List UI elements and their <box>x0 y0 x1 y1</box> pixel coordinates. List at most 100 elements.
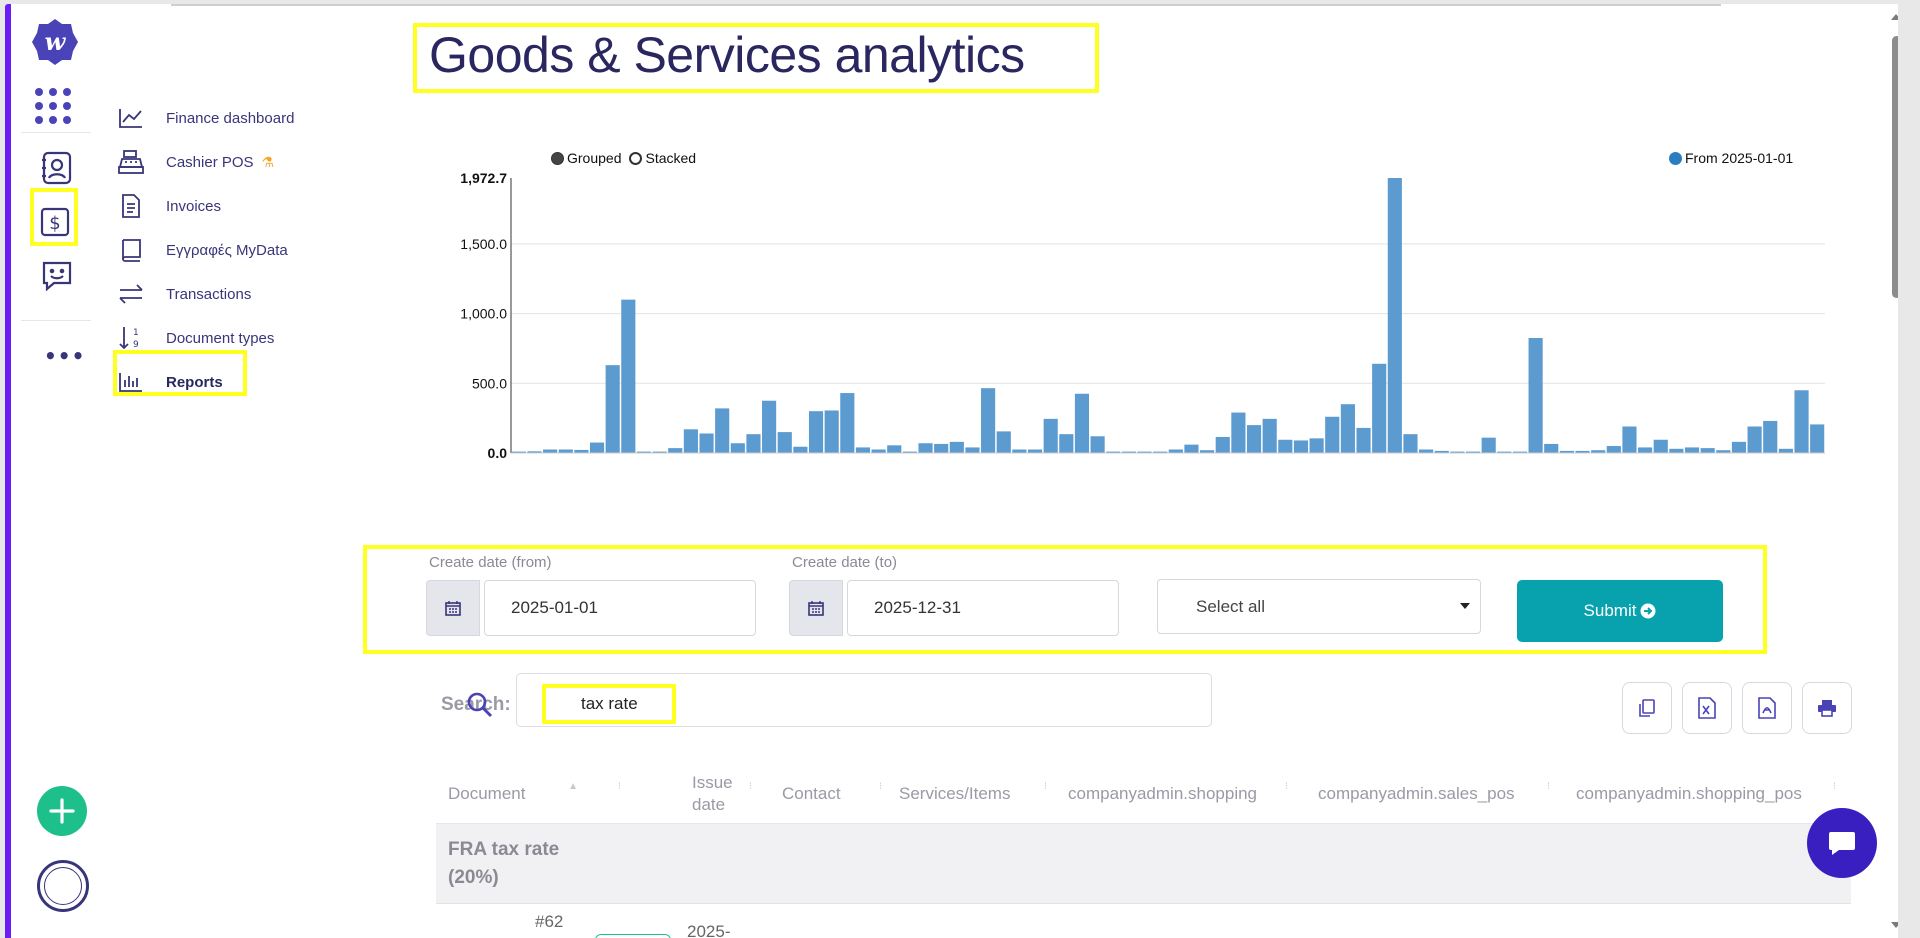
date-from-input[interactable]: 2025-01-01 <box>484 580 756 636</box>
chart-bar[interactable] <box>511 451 526 453</box>
chart-bar[interactable] <box>1481 437 1496 453</box>
chart-bar[interactable] <box>558 449 573 453</box>
chart-bar[interactable] <box>746 434 761 453</box>
date-to-input[interactable]: 2025-12-31 <box>847 580 1119 636</box>
chart-bar[interactable] <box>605 365 620 453</box>
chart-bar[interactable] <box>1763 420 1778 453</box>
chat-button[interactable] <box>1807 808 1877 878</box>
chart-bar[interactable] <box>699 433 714 453</box>
nav-reports[interactable]: Reports <box>116 360 336 404</box>
chart-bar[interactable] <box>1293 440 1309 453</box>
chart-bar[interactable] <box>1716 450 1731 453</box>
scrollbar[interactable] <box>1888 4 1898 938</box>
chart-bar[interactable] <box>1591 450 1606 453</box>
chart-bar[interactable] <box>543 449 558 453</box>
chart-bar[interactable] <box>730 443 745 453</box>
chart-bar[interactable] <box>715 408 730 453</box>
avatar[interactable] <box>37 860 89 912</box>
chart-bar[interactable] <box>1074 393 1090 453</box>
chart-bar[interactable] <box>1544 443 1559 453</box>
calendar-icon[interactable] <box>789 580 843 636</box>
chart-bar[interactable] <box>1731 441 1747 453</box>
chart-bar[interactable] <box>1262 418 1277 453</box>
scroll-up-icon[interactable] <box>1891 14 1898 20</box>
chart-bar[interactable] <box>762 400 777 453</box>
chart-bar[interactable] <box>1606 446 1621 453</box>
chart-bar[interactable] <box>871 449 886 453</box>
chart-bar[interactable] <box>1215 436 1230 453</box>
excel-button[interactable] <box>1682 682 1732 734</box>
series-legend[interactable]: From 2025-01-01 <box>1669 150 1793 166</box>
column-contact[interactable]: Contact ⁝ <box>782 764 882 824</box>
chart-bar[interactable] <box>1372 363 1387 453</box>
chart-bar[interactable] <box>1434 450 1449 453</box>
chart-bar[interactable] <box>1387 178 1402 453</box>
nav-invoices[interactable]: Invoices <box>116 184 336 228</box>
chart-bar[interactable] <box>824 410 839 453</box>
chart-bar[interactable] <box>1200 450 1215 453</box>
chart-bar[interactable] <box>793 446 808 453</box>
stacked-option[interactable]: Stacked <box>629 150 696 166</box>
chart-bar[interactable] <box>1653 439 1668 453</box>
chart-bar[interactable] <box>1137 451 1152 453</box>
chart-bar[interactable] <box>1168 449 1183 453</box>
chart-bar[interactable] <box>1528 337 1543 453</box>
finance-dollar-icon[interactable]: $ <box>35 202 75 242</box>
chart-bar[interactable] <box>1153 451 1168 453</box>
chart-bar[interactable] <box>1246 425 1262 453</box>
chart-bar[interactable] <box>934 443 949 453</box>
chart-bar[interactable] <box>1043 418 1058 453</box>
chart-bar[interactable] <box>777 432 792 453</box>
chart-bar[interactable] <box>949 441 964 453</box>
chart-bar[interactable] <box>1622 426 1637 453</box>
chart-bar[interactable] <box>1778 448 1793 453</box>
chart-bar[interactable] <box>996 431 1011 453</box>
column-sales-pos[interactable]: companyadmin.sales_pos ⁝ <box>1318 764 1550 824</box>
chart-bar[interactable] <box>1794 390 1809 453</box>
chart-bar[interactable] <box>1231 412 1246 453</box>
chart-bar[interactable] <box>981 388 996 453</box>
chart-bar[interactable] <box>855 447 871 453</box>
chart-bar[interactable] <box>1684 447 1700 453</box>
column-shopping[interactable]: companyadmin.shopping ⁝ <box>1068 764 1288 824</box>
chart-bar[interactable] <box>808 411 824 453</box>
apps-grid-icon[interactable] <box>33 86 73 126</box>
chart-bar[interactable] <box>1278 439 1293 453</box>
chart-bar[interactable] <box>1325 416 1340 453</box>
chart-bar[interactable] <box>1059 434 1074 453</box>
chart-bar[interactable] <box>668 448 683 453</box>
chart-bar[interactable] <box>1403 434 1418 453</box>
calendar-icon[interactable] <box>426 580 480 636</box>
add-button[interactable] <box>37 786 87 836</box>
chart-bar[interactable] <box>683 429 698 453</box>
chat-smile-icon[interactable] <box>37 256 77 296</box>
chart-bar[interactable] <box>1340 404 1355 453</box>
chart-bar[interactable] <box>1121 451 1136 453</box>
chart-bar[interactable] <box>652 451 667 453</box>
chart-bar[interactable] <box>1638 447 1653 453</box>
nav-cashier-pos[interactable]: Cashier POS ⚗ <box>116 140 336 184</box>
chart-bar[interactable] <box>1309 438 1324 453</box>
grouped-option[interactable]: Grouped <box>551 150 621 166</box>
chart-bar[interactable] <box>1700 448 1715 453</box>
chart-bar[interactable] <box>902 451 917 453</box>
chart-bar[interactable] <box>840 393 855 453</box>
chart-bar[interactable] <box>589 442 605 453</box>
chart-bar[interactable] <box>1184 444 1199 453</box>
column-services-items[interactable]: Services/Items ⁝ <box>899 764 1047 824</box>
copy-button[interactable] <box>1622 682 1672 734</box>
column-issue-date[interactable]: Issue date ⁝ <box>692 764 752 824</box>
chart-bar[interactable] <box>1559 450 1574 453</box>
chart-bar[interactable] <box>1450 451 1465 453</box>
chart-bar[interactable] <box>887 445 902 453</box>
nav-transactions[interactable]: Transactions <box>116 272 336 316</box>
chart-bar[interactable] <box>1027 449 1043 453</box>
chart-bar[interactable] <box>965 447 980 453</box>
pdf-button[interactable] <box>1742 682 1792 734</box>
column-blank[interactable]: ⁝ <box>586 764 621 824</box>
chart-bar[interactable] <box>1465 451 1481 453</box>
chart-bar[interactable] <box>1747 426 1762 453</box>
nav-mydata[interactable]: Εγγραφές MyData <box>116 228 336 272</box>
chart-bar[interactable] <box>1090 436 1105 453</box>
column-document[interactable]: Document ▲ <box>448 764 578 824</box>
